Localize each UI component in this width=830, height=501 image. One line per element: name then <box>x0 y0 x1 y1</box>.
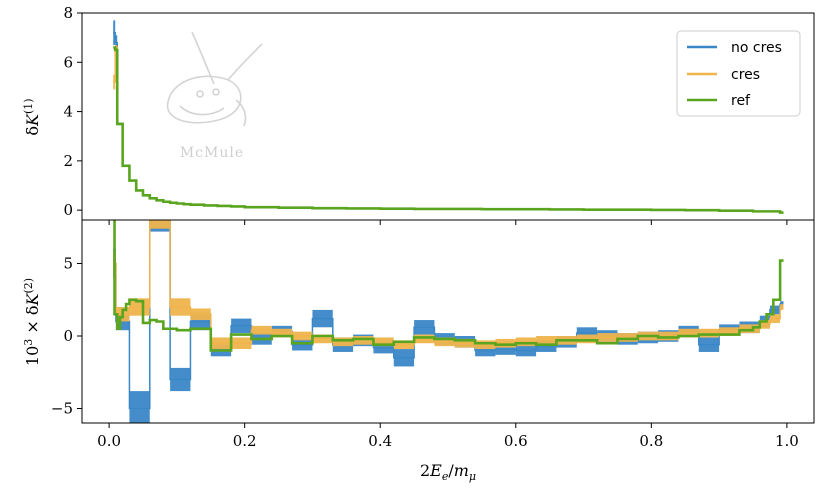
bottom-y-tick-label: −5 <box>51 400 73 418</box>
legend-label-no-cres: no cres <box>731 40 782 56</box>
bottom-cres-band-bin <box>149 220 171 229</box>
x-axis-label: 2Ee/mμ <box>420 461 476 483</box>
x-tick-label: 0.0 <box>97 432 121 450</box>
bottom-y-tick-label: 0 <box>63 327 73 345</box>
bottom-ref-line <box>113 220 784 352</box>
top-panel: 0 2 4 6 8 <box>63 4 815 225</box>
legend-label-cres: cres <box>731 67 760 83</box>
top-y-tick-label: 0 <box>63 201 73 219</box>
logo-head <box>166 75 242 124</box>
legend-label-ref: ref <box>731 93 751 109</box>
mcmule-logo <box>166 31 263 127</box>
top-y-tick-label: 8 <box>63 4 73 22</box>
bottom-no-cres-line <box>113 220 784 410</box>
x-tick-label: 0.2 <box>233 432 257 450</box>
bottom-panel-series <box>113 220 784 423</box>
bottom-y-axis-label: 103 × δK(2) <box>22 278 42 366</box>
top-y-axis-label: δK(1) <box>22 98 42 135</box>
logo-antenna-left <box>191 31 215 85</box>
bottom-panel: −5 0 5 0.0 0.2 0.4 0.6 0.8 1.0 <box>51 219 815 450</box>
logo-ear <box>235 99 247 127</box>
x-tick-label: 1.0 <box>775 432 799 450</box>
watermark-text: McMule <box>180 145 244 161</box>
bottom-y-ticks: −5 0 5 <box>51 255 82 418</box>
top-y-tick-label: 6 <box>63 53 73 71</box>
top-panel-series <box>113 20 784 214</box>
top-x-ticks <box>108 220 788 225</box>
top-ref-line <box>113 46 784 214</box>
logo-mouth <box>179 105 225 116</box>
bottom-cres-line <box>113 220 784 346</box>
logo-antenna-right <box>227 43 263 81</box>
bottom-no-cres-band-bin <box>129 391 150 423</box>
x-tick-label: 0.6 <box>504 432 528 450</box>
legend-box <box>676 30 801 117</box>
top-y-tick-label: 4 <box>63 103 73 121</box>
bottom-panel-frame <box>81 219 815 424</box>
bottom-y-tick-label: 5 <box>63 255 73 273</box>
bottom-x-ticks: 0.0 0.2 0.4 0.6 0.8 1.0 <box>97 423 799 450</box>
x-tick-label: 0.8 <box>639 432 663 450</box>
logo-eye-right <box>212 88 220 96</box>
logo-eye-left <box>196 90 204 98</box>
top-y-tick-label: 2 <box>63 152 73 170</box>
legend: no cres cres ref <box>676 30 801 117</box>
top-y-ticks: 0 2 4 6 8 <box>63 4 82 219</box>
x-tick-label: 0.4 <box>368 432 392 450</box>
